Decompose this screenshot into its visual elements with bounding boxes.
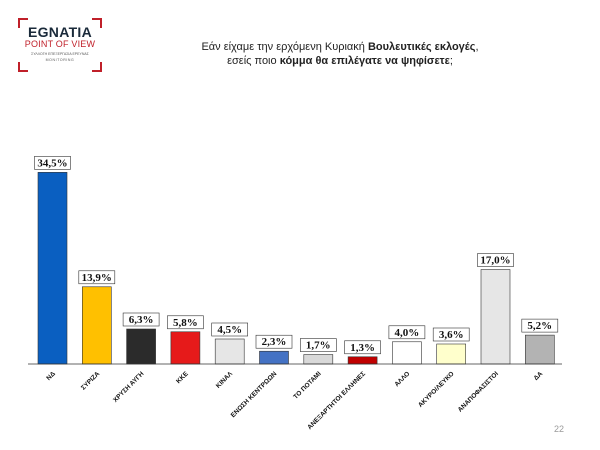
bar-11 <box>480 269 511 365</box>
value-label: 1,7% <box>306 340 331 352</box>
bar-3 <box>126 328 156 365</box>
logo-corner <box>92 62 102 72</box>
value-label-box <box>122 312 160 327</box>
bar-2 <box>82 286 112 365</box>
value-label: 5,2% <box>527 320 552 332</box>
category-label: ΑΚΥΡΟ/ΛΕΥΚΟ <box>417 370 455 408</box>
title-text: Εάν είχαμε την ερχόμενη Κυριακή <box>201 41 368 53</box>
bar-7 <box>303 354 334 365</box>
value-label: 3,6% <box>439 329 464 341</box>
category-label: ΔΑ <box>533 370 545 382</box>
logo-name: EGNATIA <box>27 24 93 40</box>
title-line-2: εσείς ποιο κόμμα θα επιλέγατε να ψηφίσετ… <box>120 54 560 68</box>
category-label: ΚΚΕ <box>175 370 190 385</box>
value-label: 13,9% <box>82 272 112 284</box>
category-label: ΤΟ ΠΟΤΑΜΙ <box>292 370 322 400</box>
title-bold: Βουλευτικές εκλογές <box>367 41 476 53</box>
bar-4 <box>170 331 201 365</box>
bar-12 <box>524 334 555 365</box>
value-label: 6,3% <box>129 314 154 326</box>
value-label-box <box>477 253 514 267</box>
value-label-box <box>299 338 337 352</box>
category-label: ΚΙΝΑΛ <box>215 370 235 390</box>
logo-tagline: ΣΥΛΛΟΓΗ ΕΠΕΞΕΡΓΑΣΙΑ ΕΡΕΥΝΑΣ <box>31 52 89 56</box>
bar-10 <box>436 343 467 365</box>
bar-6 <box>259 350 289 365</box>
value-label-box <box>432 327 470 342</box>
value-label: 2,3% <box>262 336 287 348</box>
logo-corner <box>18 62 28 72</box>
bars-group <box>37 172 555 365</box>
value-label-box <box>255 334 293 349</box>
bar-8 <box>347 356 378 365</box>
value-label-box <box>211 322 248 337</box>
value-label-box <box>388 325 426 340</box>
value-label: 4,0% <box>395 327 420 339</box>
bar-1 <box>37 172 68 365</box>
page-number: 22 <box>553 424 564 434</box>
bar-9 <box>392 341 422 365</box>
chart-title: Εάν είχαμε την ερχόμενη Κυριακή Βουλευτι… <box>120 40 560 68</box>
value-label: 34,5% <box>37 157 67 169</box>
value-label: 5,8% <box>173 317 198 329</box>
title-text: εσείς ποιο <box>227 55 280 67</box>
value-label-box <box>167 315 204 330</box>
value-label: 17,0% <box>480 255 510 267</box>
category-label: ΑΛΛΟ <box>393 370 411 388</box>
title-bold: κόμμα θα επιλέγατε να ψηφίσετε <box>279 55 450 67</box>
category-label: ΝΔ <box>45 370 57 382</box>
logo-subtitle: POINT OF VIEW <box>24 39 96 49</box>
value-labels-group: 34,5% 13,9% 6,3% 5,8% 4,5% 2,3% 1,7% 1,3% 4,0% 3,… <box>34 156 559 355</box>
category-label: ΧΡΥΣΗ ΑΥΓΗ <box>112 370 146 404</box>
bar-5 <box>214 338 245 365</box>
value-label-box <box>78 270 116 285</box>
title-punct: , <box>475 41 479 53</box>
title-line-1: Εάν είχαμε την ερχόμενη Κυριακή Βουλευτι… <box>120 40 560 54</box>
category-label: ΣΥΡΙΖΑ <box>80 370 101 391</box>
value-label-box <box>34 156 71 170</box>
logo-tagline-monitoring: MONITORING <box>45 58 75 62</box>
category-label: ΑΝΑΠΟΦΑΣΙΣΤΟΙ <box>457 370 500 413</box>
value-label-box <box>344 340 381 355</box>
value-label: 4,5% <box>217 324 242 336</box>
value-label-box <box>521 318 559 333</box>
egnatia-logo: EGNATIA POINT OF VIEW ΣΥΛΛΟΓΗ ΕΠΕΞΕΡΓΑΣΙ… <box>18 18 102 72</box>
title-punct: ; <box>449 55 453 67</box>
category-label: ΕΝΩΣΗ ΚΕΝΤΡΩΩΝ <box>230 370 279 419</box>
logo-corner <box>92 18 102 28</box>
value-label: 1,3% <box>350 342 375 354</box>
logo-corner <box>18 18 28 28</box>
